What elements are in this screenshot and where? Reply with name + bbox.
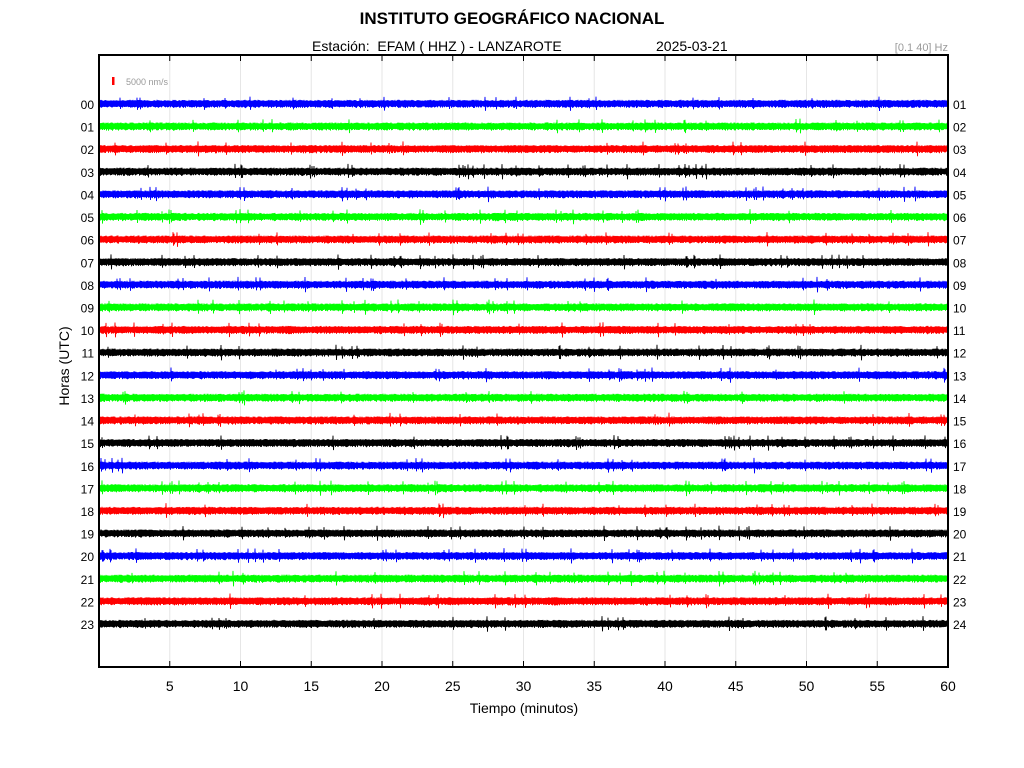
hour-label-right: 05 bbox=[953, 188, 967, 202]
seismic-trace bbox=[98, 390, 949, 406]
hour-label-right: 02 bbox=[953, 121, 967, 135]
hour-label-left: 11 bbox=[82, 347, 95, 361]
hour-label-right: 10 bbox=[953, 301, 967, 315]
x-tick-label: 15 bbox=[303, 678, 319, 694]
hour-label-right: 11 bbox=[953, 324, 966, 338]
hour-label-left: 17 bbox=[81, 482, 95, 496]
seismic-trace bbox=[98, 322, 949, 338]
hour-label-right: 06 bbox=[953, 211, 967, 225]
hour-label-left: 07 bbox=[81, 256, 95, 270]
seismic-trace bbox=[98, 480, 949, 497]
seismic-trace bbox=[98, 118, 949, 134]
date-label: 2025-03-21 bbox=[656, 38, 728, 54]
seismic-trace bbox=[98, 503, 949, 519]
hour-label-right: 12 bbox=[953, 347, 967, 361]
x-tick-label: 40 bbox=[657, 678, 673, 694]
seismic-trace bbox=[98, 570, 949, 587]
seismic-trace bbox=[98, 232, 949, 247]
hour-label-right: 13 bbox=[953, 369, 967, 383]
hour-label-left: 08 bbox=[81, 279, 95, 293]
hour-label-right: 17 bbox=[953, 460, 967, 474]
hour-label-right: 14 bbox=[953, 392, 967, 406]
x-tick-label: 50 bbox=[799, 678, 815, 694]
hour-label-right: 04 bbox=[953, 166, 967, 180]
seismic-trace bbox=[98, 254, 949, 270]
seismic-trace bbox=[98, 141, 949, 157]
seismic-trace bbox=[98, 457, 949, 474]
seismic-trace bbox=[98, 186, 949, 203]
plot-frame bbox=[98, 54, 949, 668]
hour-label-right: 09 bbox=[953, 279, 967, 293]
hour-label-left: 09 bbox=[81, 301, 95, 315]
hour-label-right: 22 bbox=[953, 573, 967, 587]
seismic-trace bbox=[98, 299, 949, 316]
hour-label-left: 18 bbox=[81, 505, 95, 519]
hour-label-right: 08 bbox=[953, 256, 967, 270]
frequency-band-label: [0.1 40] Hz bbox=[894, 42, 948, 54]
hour-label-left: 00 bbox=[81, 98, 95, 112]
seismic-trace bbox=[98, 209, 949, 225]
x-tick-label: 55 bbox=[869, 678, 885, 694]
seismic-trace bbox=[98, 344, 949, 361]
hour-label-right: 18 bbox=[953, 482, 967, 496]
hour-label-left: 02 bbox=[81, 143, 95, 157]
scale-bar bbox=[112, 77, 115, 85]
hour-label-right: 15 bbox=[953, 415, 967, 429]
hour-label-left: 16 bbox=[81, 460, 95, 474]
hour-label-left: 01 bbox=[81, 121, 95, 135]
x-axis-label: Tiempo (minutos) bbox=[469, 700, 579, 716]
hour-label-left: 21 bbox=[81, 573, 95, 587]
chart-title: INSTITUTO GEOGRÁFICO NACIONAL bbox=[359, 9, 665, 28]
hour-label-left: 05 bbox=[81, 211, 95, 225]
hour-label-right: 24 bbox=[953, 618, 967, 632]
hour-label-left: 12 bbox=[81, 369, 95, 383]
station-label: Estación: EFAM ( HHZ ) - LANZAROTE bbox=[312, 38, 562, 54]
hour-label-right: 01 bbox=[953, 98, 967, 112]
hour-label-right: 16 bbox=[953, 437, 967, 451]
seismic-trace bbox=[98, 616, 949, 632]
hour-label-left: 03 bbox=[81, 166, 95, 180]
hour-label-right: 21 bbox=[953, 550, 967, 564]
hour-label-left: 22 bbox=[81, 595, 95, 609]
hour-label-left: 20 bbox=[81, 550, 95, 564]
hour-label-left: 15 bbox=[81, 437, 95, 451]
seismic-trace bbox=[98, 163, 949, 180]
seismic-trace bbox=[98, 548, 949, 564]
x-tick-label: 10 bbox=[233, 678, 249, 694]
seismic-trace bbox=[98, 96, 949, 112]
hour-label-left: 13 bbox=[81, 392, 95, 406]
x-tick-label: 60 bbox=[940, 678, 956, 694]
seismic-trace bbox=[98, 593, 949, 609]
seismic-trace bbox=[98, 276, 949, 293]
seismic-trace bbox=[98, 367, 949, 383]
hour-label-left: 10 bbox=[81, 324, 95, 338]
x-tick-label: 5 bbox=[166, 678, 174, 694]
hour-label-left: 04 bbox=[81, 188, 95, 202]
x-tick-label: 25 bbox=[445, 678, 461, 694]
hour-label-right: 03 bbox=[953, 143, 967, 157]
seismic-trace bbox=[98, 435, 949, 451]
seismic-trace bbox=[98, 412, 949, 428]
x-tick-label: 30 bbox=[516, 678, 532, 694]
hour-label-left: 14 bbox=[81, 415, 95, 429]
hour-label-right: 19 bbox=[953, 505, 967, 519]
x-tick-label: 20 bbox=[374, 678, 390, 694]
scale-label: 5000 nm/s bbox=[126, 77, 169, 87]
hour-label-left: 19 bbox=[81, 528, 95, 542]
hour-label-right: 07 bbox=[953, 234, 967, 248]
hour-label-left: 06 bbox=[81, 234, 95, 248]
hour-label-right: 23 bbox=[953, 595, 967, 609]
x-tick-label: 35 bbox=[586, 678, 602, 694]
hour-label-left: 23 bbox=[81, 618, 95, 632]
hour-label-right: 20 bbox=[953, 528, 967, 542]
x-tick-label: 45 bbox=[728, 678, 744, 694]
seismic-trace bbox=[98, 525, 949, 542]
